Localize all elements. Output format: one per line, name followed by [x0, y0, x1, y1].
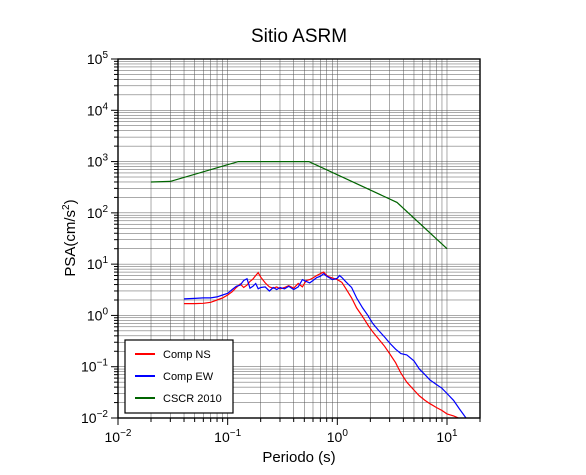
series-line-comp-ns — [184, 271, 460, 418]
chart-title: Sitio ASRM — [251, 26, 347, 47]
y-tick-base: 10 — [87, 154, 103, 170]
legend-label: Comp EW — [163, 371, 214, 383]
series-line-cscr-2010 — [150, 161, 448, 250]
x-tick-label: 10−2 — [105, 428, 132, 445]
y-tick-exponent: −1 — [97, 358, 109, 369]
x-tick-label: 101 — [436, 428, 458, 445]
series-line-comp-ew — [183, 272, 467, 418]
x-tick-labels: 10−2 10−1 100 101 — [105, 428, 458, 445]
legend-label: Comp NS — [163, 349, 211, 361]
x-axis-title: Periodo (s) — [262, 449, 335, 466]
plot-frame — [117, 58, 481, 419]
y-tick-base: 10 — [87, 51, 103, 67]
x-tick-base: 10 — [214, 429, 230, 445]
x-tick-label: 100 — [327, 428, 349, 445]
y-tick-exponent: 5 — [102, 50, 108, 61]
y-tick-base: 10 — [87, 102, 103, 118]
y-tick-label: 101 — [87, 255, 109, 272]
y-axis-title-end: ) — [62, 199, 79, 204]
y-tick-base: 10 — [81, 410, 97, 426]
tick-marks — [111, 58, 481, 425]
x-tick-exponent: 1 — [452, 428, 458, 439]
x-tick-exponent: 0 — [342, 428, 348, 439]
x-tick-base: 10 — [436, 429, 452, 445]
y-tick-label: 103 — [87, 153, 109, 170]
y-tick-exponent: 4 — [102, 101, 108, 112]
y-axis-title-sup: 2 — [61, 204, 72, 210]
legend: Comp NS Comp EW CSCR 2010 — [124, 339, 234, 414]
y-tick-label: 10−1 — [81, 358, 108, 375]
x-tick-base: 10 — [105, 429, 121, 445]
y-tick-base: 10 — [87, 205, 103, 221]
y-tick-base: 10 — [81, 359, 97, 375]
y-tick-exponent: 3 — [102, 153, 108, 164]
x-tick-exponent: −2 — [120, 428, 132, 439]
y-tick-base: 10 — [87, 307, 103, 323]
y-tick-label: 102 — [87, 204, 109, 221]
y-tick-label: 100 — [87, 306, 109, 323]
x-tick-base: 10 — [327, 429, 343, 445]
y-tick-exponent: −2 — [97, 409, 109, 420]
y-tick-exponent: 1 — [102, 255, 108, 266]
y-axis-title: PSA(cm/s2) — [61, 199, 79, 276]
y-tick-base: 10 — [87, 256, 103, 272]
y-tick-label: 104 — [87, 101, 109, 118]
legend-label: CSCR 2010 — [163, 393, 222, 405]
y-axis-title-base: PSA(cm/s — [62, 210, 79, 277]
x-tick-exponent: −1 — [230, 428, 242, 439]
series-layer — [150, 161, 467, 418]
y-tick-label: 105 — [87, 50, 109, 67]
y-tick-label: 10−2 — [81, 409, 108, 426]
y-tick-exponent: 0 — [102, 306, 108, 317]
y-tick-exponent: 2 — [102, 204, 108, 215]
x-tick-label: 10−1 — [214, 428, 241, 445]
